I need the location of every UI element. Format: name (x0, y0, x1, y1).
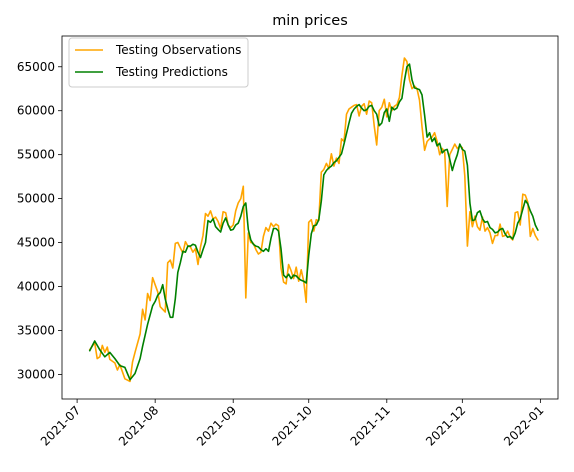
y-tick-label: 35000 (17, 323, 55, 337)
series-line-testing-predictions (88, 63, 539, 381)
y-axis: 30000 35000 40000 45000 50000 55000 60000 65000 (17, 60, 62, 381)
legend: Testing Observations Testing Predictions (68, 37, 249, 88)
plot-frame (61, 35, 559, 400)
legend-box (68, 37, 249, 88)
chart-title: min prices (272, 13, 348, 29)
y-tick-label: 65000 (17, 60, 55, 74)
y-tick-label: 50000 (17, 192, 55, 206)
legend-label: Testing Observations (115, 43, 241, 57)
y-tick-label: 60000 (17, 104, 55, 118)
y-tick-label: 55000 (17, 148, 55, 162)
y-tick-label: 40000 (17, 279, 55, 293)
y-tick-label: 30000 (17, 367, 55, 381)
plot-area (88, 57, 539, 383)
series-line-testing-observations (88, 57, 539, 383)
legend-label: Testing Predictions (115, 65, 228, 79)
y-tick-label: 45000 (17, 236, 55, 250)
